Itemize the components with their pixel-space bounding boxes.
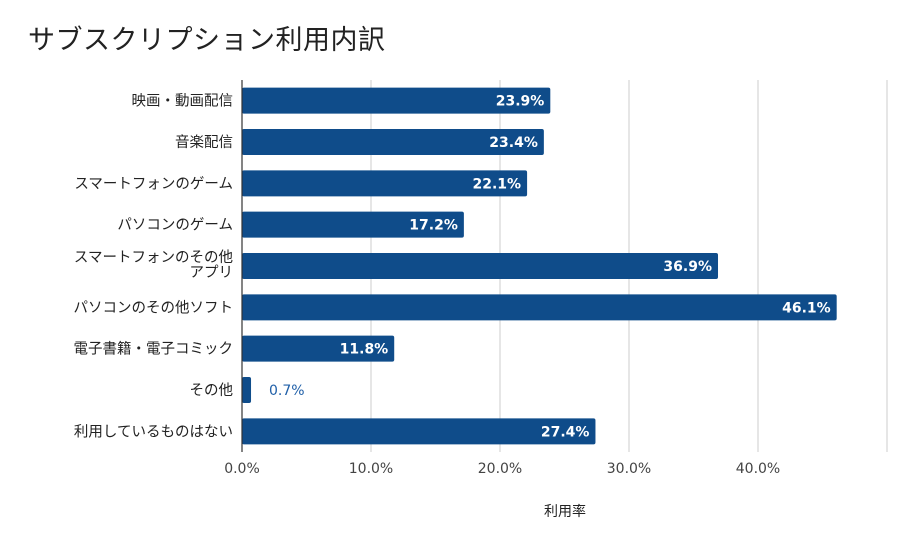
category-label: スマートフォンのゲーム: [74, 175, 233, 192]
category-label: 電子書籍・電子コミック: [74, 341, 234, 358]
bars: [242, 87, 837, 445]
x-tick-label: 20.0%: [478, 461, 522, 477]
bar: [242, 294, 837, 321]
data-label: 46.1%: [782, 300, 831, 316]
category-label: 映画・動画配信: [132, 93, 234, 110]
data-label: 22.1%: [473, 176, 522, 192]
category-label: パソコンのその他ソフト: [74, 299, 234, 316]
x-tick-label: 10.0%: [349, 461, 393, 477]
chart-title: サブスクリプション利用内訳: [28, 25, 386, 56]
bar: [242, 211, 464, 238]
data-label: 36.9%: [663, 259, 712, 275]
bar: [242, 87, 551, 114]
bar: [242, 253, 719, 279]
data-label: 23.4%: [489, 135, 538, 151]
category-label: 音楽配信: [175, 134, 233, 151]
x-axis-title: 利用率: [544, 503, 586, 520]
x-tick-label: 0.0%: [224, 461, 260, 477]
data-label: 23.9%: [496, 94, 545, 110]
category-label: パソコンのゲーム: [117, 217, 233, 234]
x-tick-label: 40.0%: [736, 461, 780, 477]
bar: [242, 418, 596, 445]
x-tick-label: 30.0%: [607, 461, 651, 477]
data-label: 0.7%: [269, 383, 305, 399]
category-label: その他: [190, 382, 234, 399]
bar: [242, 335, 395, 362]
data-label: 11.8%: [340, 342, 389, 358]
bar: [242, 170, 528, 197]
category-label: 利用しているものはない: [74, 423, 233, 440]
category-label: スマートフォンのその他アプリ: [74, 249, 233, 281]
labels: 0.0% 10.0% 20.0% 30.0% 40.0% 映画・動画配信 23.9% 音楽配信…: [74, 93, 831, 477]
data-label: 27.4%: [541, 424, 590, 440]
bar: [242, 377, 252, 403]
data-label: 17.2%: [409, 218, 458, 234]
bar: [242, 129, 544, 155]
